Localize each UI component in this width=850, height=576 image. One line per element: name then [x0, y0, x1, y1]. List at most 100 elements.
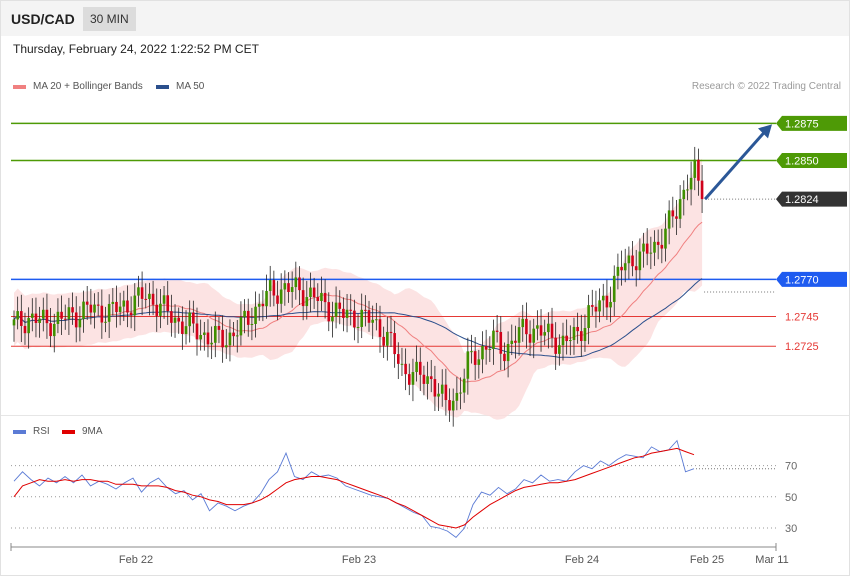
projection-arrowhead: [758, 124, 772, 139]
candle-body: [594, 306, 598, 312]
candle-body: [466, 351, 470, 379]
level-tag-1.2875: [776, 115, 847, 131]
candle-body: [517, 327, 521, 343]
level-tag-1.2770: [776, 271, 847, 287]
level-label-1.2875: 1.2875: [785, 118, 819, 130]
candle-body: [137, 287, 140, 296]
rsi-line: [13, 439, 695, 539]
candle-body: [272, 280, 276, 296]
x-tick-label: Feb 22: [119, 554, 153, 566]
candle-body: [115, 301, 118, 313]
candle-body: [254, 306, 257, 324]
candle-body: [294, 277, 298, 288]
candle-body: [386, 331, 389, 346]
candle-body: [477, 359, 481, 365]
candle-body: [444, 384, 448, 401]
legend-rsi: RSI: [13, 426, 50, 437]
legend-9ma-label: 9MA: [82, 426, 103, 437]
candle-body: [170, 311, 173, 323]
candle-body: [675, 216, 678, 219]
candle-body: [499, 331, 503, 354]
candle-body: [151, 293, 155, 305]
candle-body: [543, 332, 546, 336]
candle-body: [327, 302, 331, 322]
ma50-line: [13, 278, 703, 358]
candle-body: [473, 351, 477, 365]
candle-body: [609, 301, 612, 308]
candle-body: [678, 199, 682, 219]
candle-body: [404, 363, 407, 375]
x-tick-label: Feb 24: [565, 554, 599, 566]
candle-body: [426, 376, 429, 384]
candle-body: [140, 287, 144, 299]
candle-body: [697, 159, 700, 181]
candle-body: [279, 289, 283, 304]
legend-ma50-label: MA 50: [176, 81, 205, 92]
candle-body: [104, 321, 107, 323]
candle-body: [656, 241, 660, 245]
candle-body: [371, 319, 374, 323]
candle-body: [129, 312, 133, 316]
candle-body: [455, 392, 459, 401]
candle-body: [539, 325, 543, 336]
x-tick-label: Mar 11: [755, 554, 788, 566]
candle-body: [243, 310, 246, 318]
candle-body: [331, 316, 334, 322]
level-label-1.2725: 1.2725: [785, 341, 819, 353]
candle-body: [503, 353, 506, 362]
candle-body: [415, 361, 418, 373]
candle-body: [342, 308, 345, 318]
candle-body: [345, 309, 349, 318]
candle-body: [590, 305, 594, 307]
candle-body: [82, 301, 85, 320]
candle-body: [67, 307, 71, 320]
candle-body: [210, 342, 213, 345]
candle-body: [587, 305, 590, 328]
candle-body: [484, 346, 488, 350]
candle-body: [85, 301, 89, 305]
legend-ma20: MA 20 + Bollinger Bands: [13, 81, 143, 92]
candle-body: [298, 277, 301, 291]
candle-body: [257, 303, 261, 307]
candle-body: [572, 326, 576, 341]
candle-body: [693, 159, 697, 178]
candle-body: [393, 333, 396, 355]
rsi-tick-30: 30: [785, 523, 797, 535]
candle-body: [367, 310, 371, 323]
candle-body: [525, 318, 528, 335]
candle-body: [561, 335, 565, 346]
ma20-swatch: [13, 84, 26, 89]
level-label-1.2850: 1.2850: [785, 155, 819, 167]
candle-body: [41, 309, 45, 319]
candle-body: [422, 374, 426, 384]
candle-body: [276, 295, 279, 304]
candle-body: [576, 326, 579, 332]
candle-body: [188, 312, 191, 327]
candle-body: [166, 295, 170, 312]
candle-body: [239, 317, 243, 336]
candle-body: [45, 309, 49, 324]
candle-body: [235, 335, 239, 337]
candle-body: [195, 323, 199, 340]
candle-body: [155, 304, 159, 316]
candle-body: [356, 326, 360, 328]
panel-separator: [1, 415, 849, 416]
candle-body: [305, 297, 309, 307]
ma50-swatch: [156, 84, 169, 89]
x-tick-label: Feb 25: [690, 554, 724, 566]
candle-body: [418, 361, 422, 375]
timeframe-button[interactable]: 30 MIN: [83, 7, 136, 31]
candle-body: [118, 306, 122, 313]
candles: [12, 146, 704, 427]
candle-body: [547, 323, 550, 333]
candle-body: [78, 319, 82, 328]
candle-body: [495, 330, 499, 332]
candle-body: [261, 303, 265, 307]
rsi-tick-50: 50: [785, 492, 797, 504]
candle-body: [199, 334, 202, 340]
candle-body: [660, 244, 664, 249]
instrument-title: USD/CAD: [11, 11, 75, 27]
candle-body: [634, 266, 638, 271]
candle-body: [400, 363, 404, 365]
chart-header: USD/CAD 30 MIN: [1, 1, 849, 36]
